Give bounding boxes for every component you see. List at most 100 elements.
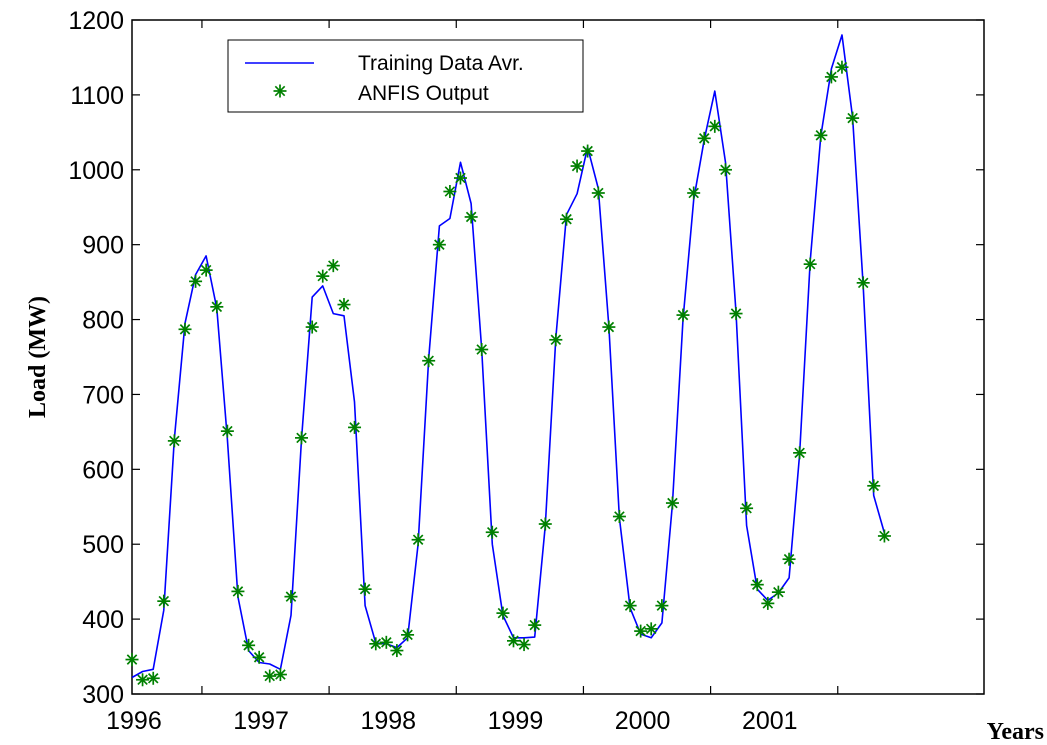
anfis-output-marker <box>464 210 478 224</box>
anfis-output-marker <box>379 635 393 649</box>
y-axis-title: Load (MW) <box>25 296 51 418</box>
anfis-output-marker <box>506 634 520 648</box>
anfis-output-marker <box>867 479 881 493</box>
anfis-output-marker <box>824 70 838 84</box>
anfis-output-marker <box>189 274 203 288</box>
y-tick-label: 700 <box>82 381 124 409</box>
anfis-output-marker <box>665 496 679 510</box>
anfis-output-marker <box>295 431 309 445</box>
anfis-output-marker <box>231 584 245 598</box>
anfis-output-marker <box>602 320 616 334</box>
anfis-output-marker <box>591 186 605 200</box>
anfis-output-marker <box>411 533 425 547</box>
x-tick-label: 2000 <box>615 707 671 735</box>
anfis-output-marker <box>242 638 256 652</box>
anfis-output-marker <box>771 585 785 599</box>
anfis-output-marker <box>390 644 404 658</box>
x-tick-label: 1996 <box>106 707 162 735</box>
anfis-output-marker <box>549 333 563 347</box>
anfis-output-marker <box>623 599 637 613</box>
legend-star-marker <box>273 84 287 98</box>
anfis-output-marker <box>761 596 775 610</box>
anfis-output-marker <box>422 354 436 368</box>
anfis-output-marker <box>570 159 584 173</box>
anfis-output-marker <box>528 618 542 632</box>
legend-box <box>227 39 584 113</box>
anfis-output-marker <box>210 300 224 314</box>
y-tick-label: 1100 <box>70 82 124 110</box>
anfis-output-marker <box>220 424 234 438</box>
anfis-output-marker <box>178 322 192 336</box>
anfis-output-marker <box>814 128 828 142</box>
anfis-output-marker <box>146 671 160 685</box>
anfis-output-marker <box>803 257 817 271</box>
anfis-output-marker <box>581 144 595 158</box>
x-tick-label: 2001 <box>742 707 798 735</box>
x-tick-label: 1997 <box>233 707 289 735</box>
anfis-output-marker <box>157 594 171 608</box>
legend-label-training: Training Data Avr. <box>358 52 524 75</box>
legend: Training Data Avr. ANFIS Output <box>227 39 584 113</box>
x-axis-title: Years <box>987 719 1044 745</box>
anfis-output-marker <box>644 622 658 636</box>
anfis-output-marker <box>740 501 754 515</box>
anfis-output-marker <box>496 606 510 620</box>
anfis-output-marker <box>316 269 330 283</box>
anfis-output-marker <box>273 668 287 682</box>
anfis-output-marker <box>199 263 213 277</box>
anfis-output-marker <box>835 60 849 74</box>
plot-area <box>131 19 985 695</box>
anfis-output-marker <box>718 163 732 177</box>
anfis-output-marker <box>538 517 552 531</box>
anfis-output-marker <box>877 529 891 543</box>
y-tick-label: 900 <box>82 232 124 260</box>
anfis-output-marker <box>612 510 626 524</box>
y-tick-label: 600 <box>82 456 124 484</box>
anfis-output-marker <box>401 628 415 642</box>
anfis-output-marker <box>263 669 277 683</box>
anfis-output-marker <box>284 590 298 604</box>
series-line-training-data <box>131 34 886 679</box>
x-tick-label: 1999 <box>488 707 544 735</box>
anfis-output-marker <box>697 131 711 145</box>
x-tick-label: 1998 <box>360 707 416 735</box>
anfis-output-marker <box>475 343 489 357</box>
anfis-output-marker <box>432 238 446 252</box>
anfis-output-marker <box>125 653 139 667</box>
y-tick-label: 300 <box>82 681 124 709</box>
anfis-output-marker <box>252 650 266 664</box>
anfis-output-marker <box>485 525 499 539</box>
anfis-output-marker <box>655 599 669 613</box>
series-layer <box>125 34 891 687</box>
anfis-output-marker <box>676 308 690 322</box>
y-tick-label: 500 <box>82 531 124 559</box>
anfis-output-marker <box>369 637 383 651</box>
anfis-output-marker <box>326 259 340 273</box>
y-tick-label: 1200 <box>68 7 124 35</box>
legend-label-anfis: ANFIS Output <box>358 82 489 105</box>
x-axis-ticks: 1996 1997 1998 1999 2000 2001 <box>106 20 839 735</box>
anfis-output-marker <box>358 582 372 596</box>
anfis-output-marker <box>560 212 574 226</box>
anfis-output-marker <box>782 552 796 566</box>
anfis-output-marker <box>750 578 764 592</box>
y-tick-label: 400 <box>82 606 124 634</box>
anfis-output-marker <box>337 298 351 312</box>
anfis-output-marker <box>856 276 870 290</box>
anfis-output-marker <box>687 186 701 200</box>
anfis-output-marker <box>517 638 531 652</box>
y-tick-label: 1000 <box>68 157 124 185</box>
anfis-output-marker <box>846 111 860 125</box>
legend-star-swatch <box>273 84 287 98</box>
anfis-output-marker <box>634 624 648 638</box>
anfis-output-marker <box>443 184 457 198</box>
y-tick-label: 800 <box>82 307 124 335</box>
anfis-output-marker <box>708 119 722 133</box>
anfis-output-marker <box>167 434 181 448</box>
anfis-output-marker <box>729 307 743 321</box>
anfis-output-marker <box>136 673 150 687</box>
anfis-output-marker <box>305 320 319 334</box>
anfis-output-marker <box>348 420 362 434</box>
anfis-output-marker <box>453 171 467 185</box>
